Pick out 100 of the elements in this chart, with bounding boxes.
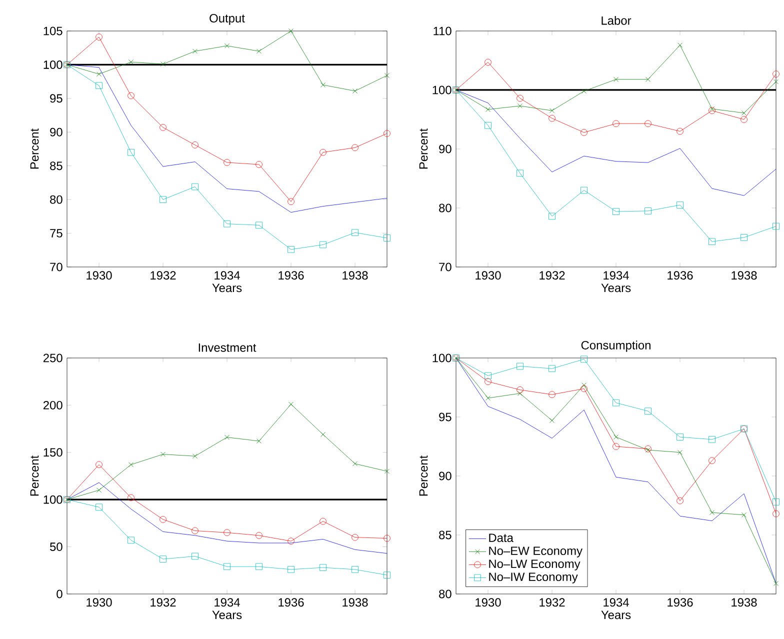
x-tick-label: 1936 [278,598,304,607]
y-tick-label: 70 [439,262,452,272]
point [384,468,390,474]
point [516,94,524,102]
point [160,452,166,457]
point [192,142,198,148]
x-axis-title: Years [212,284,242,292]
point [320,148,326,156]
x-tick-label: 1938 [342,271,368,280]
point [96,461,102,468]
point [486,396,490,401]
point [128,92,134,100]
point [320,241,326,248]
x-tick-label: 1932 [150,598,176,607]
point [96,34,102,40]
y-tick-label: 100 [432,354,452,362]
point [740,116,748,123]
y-tick-label: 150 [44,448,62,457]
y-tick-label: 75 [50,229,62,238]
point [192,454,198,459]
y-tick-label: 250 [43,354,62,362]
point [320,82,326,88]
x-tick-label: 1936 [278,271,304,280]
point [256,161,262,168]
point [352,461,358,466]
point [548,365,556,372]
x-tick-label: 1934 [604,598,629,607]
y-tick-label: 80 [50,195,62,204]
point [384,130,390,137]
point [580,129,588,136]
y-tick-label: 80 [439,204,452,212]
point [742,110,746,116]
point [486,106,490,112]
point [352,566,358,573]
y-tick-label: 50 [50,542,62,552]
y-tick-label: 100 [44,60,62,69]
point [256,438,262,444]
point [676,202,684,208]
point [96,82,102,90]
point [288,246,294,253]
point [644,208,652,214]
point [484,378,492,385]
point [160,556,166,562]
point [96,72,102,77]
point [774,580,778,586]
point [96,504,102,511]
point [644,120,652,128]
y-tick-label: 90 [50,128,62,136]
y-tick-label: 85 [439,530,452,540]
line-series [67,482,388,554]
x-tick-label: 1930 [476,598,501,607]
point [772,510,780,518]
legend-label: No–LW Economy [489,560,580,570]
chart-title: Consumption [581,340,650,352]
point [384,234,390,242]
point [224,529,230,536]
y-axis-title: Percent [30,128,39,169]
line-series [456,90,776,196]
y-tick-label: 90 [439,472,452,480]
y-tick-label: 70 [50,262,62,272]
point [710,510,714,516]
point [224,220,230,228]
point [582,382,586,388]
point [288,538,294,545]
y-tick-label: 200 [43,400,62,410]
point [192,183,198,190]
y-axis-title: Percent [419,128,428,169]
point [352,88,358,94]
x-tick-label: 1932 [540,271,565,280]
x-tick-label: 1934 [604,271,629,280]
point [550,418,554,423]
point [646,76,650,82]
point [612,399,620,406]
point [256,563,262,570]
x-tick-label: 1932 [150,271,176,280]
point [160,196,166,203]
point [742,512,746,518]
point [548,114,556,122]
point [774,79,778,84]
point [224,159,230,166]
point [772,498,780,506]
point [676,434,684,440]
point [516,362,524,370]
point [192,48,198,54]
x-axis-title: Years [212,610,242,620]
point [646,448,650,452]
x-tick-label: 1934 [214,598,240,607]
point [676,497,684,504]
legend-label: No–IW Economy [489,572,578,584]
point [518,103,522,108]
point [614,76,618,82]
x-tick-label: 1938 [732,598,757,607]
point [160,124,166,131]
point [256,48,262,54]
y-tick-label: 90 [439,144,452,154]
point [320,564,326,571]
chart-title: Output [210,14,245,25]
point [224,563,230,570]
point [516,386,524,394]
point [612,443,620,450]
